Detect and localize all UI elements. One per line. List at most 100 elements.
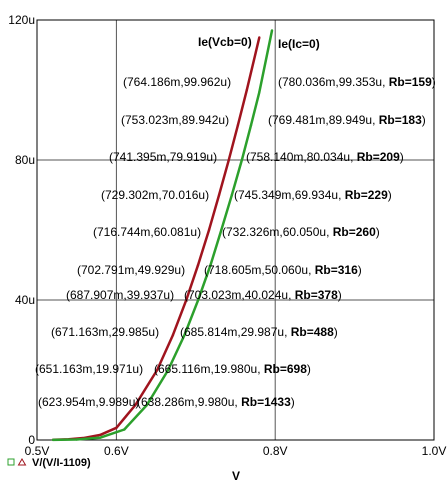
annotation-close: ) (307, 362, 311, 376)
data-point (115, 426, 118, 429)
annotations: (764.186m,99.962u) (753.023m,89.942u) (741… (35, 75, 436, 409)
annotation-left: (729.302m,70.016u) (101, 188, 209, 202)
data-point (99, 433, 102, 436)
series-group (51, 29, 274, 442)
annotation-rb: Rb=316 (315, 263, 358, 277)
annotation-left: (651.163m,19.971u) (35, 362, 143, 376)
legend: V/(V/I-1109) (7, 457, 91, 469)
data-point (51, 438, 55, 442)
x-tick-label: 0.5V (25, 444, 50, 458)
annotation-close: ) (422, 113, 426, 127)
y-tick-label: 40u (15, 293, 35, 307)
series-line-0 (52, 37, 261, 442)
data-point (196, 264, 200, 267)
series-label-ie-ic: Ie(Ic=0) (278, 37, 320, 51)
legend-text: V/(V/I-1109) (32, 457, 91, 469)
annotation-close: ) (388, 188, 392, 202)
annotation-right: (745.349m,69.934u, Rb=229) (234, 188, 392, 202)
annotation-close: ) (358, 263, 362, 277)
data-point (245, 88, 248, 92)
plot-frame (36, 19, 435, 441)
annotation-coords: (665.116m,19.980u, (154, 362, 264, 376)
annotation-right: (769.481m,89.949u, Rb=183) (268, 113, 426, 127)
data-point (227, 159, 230, 162)
annotation-left: (764.186m,99.962u) (123, 75, 231, 89)
annotation-left: (716.744m,60.081u) (93, 225, 201, 239)
annotation-right: (685.814m,29.987u, Rb=488) (180, 325, 338, 339)
data-point (155, 368, 159, 372)
annotation-left: (687.907m,39.937u) (66, 288, 174, 302)
annotation-rb: Rb=1433 (241, 395, 291, 409)
data-point (270, 29, 274, 32)
y-tick-label: 0 (28, 433, 35, 447)
annotation-coords: (780.036m,99.353u, (278, 75, 389, 89)
data-point (258, 91, 261, 94)
y-tick-label: 120u (8, 13, 35, 27)
tick-labels: 0.5V 0.6V 0.8V 1.0V 0 40u 80u 120u (8, 13, 446, 458)
x-axis-label: V (232, 469, 240, 483)
data-point (99, 436, 102, 439)
annotation-right: (665.116m,19.980u, Rb=698) (154, 362, 311, 376)
annotation-rb: Rb=488 (291, 325, 334, 339)
data-point (236, 124, 240, 127)
annotation-right: (703.023m,40.024u, Rb=378) (184, 288, 342, 302)
data-point (249, 124, 253, 127)
data-point (207, 228, 211, 231)
annotation-coords: (769.481m,89.949u, (268, 113, 379, 127)
x-tick-label: 0.6V (104, 444, 129, 458)
series-label-ie-vcb: Ie(Vcb=0) (198, 35, 252, 49)
annotation-coords: (638.286m,9.980u, (137, 395, 241, 409)
annotation-close: ) (376, 225, 380, 239)
legend-triangle-marker (17, 458, 27, 466)
data-point (217, 193, 221, 197)
data-point (183, 333, 186, 337)
annotation-close: ) (334, 325, 338, 339)
x-tick-label: 1.0V (422, 444, 447, 458)
annotation-rb: Rb=183 (379, 113, 422, 127)
annotation-close: ) (291, 395, 295, 409)
annotation-close: ) (338, 288, 342, 302)
data-point (75, 438, 78, 441)
annotation-coords: (732.326m,60.050u, (222, 225, 333, 239)
annotation-coords: (718.605m,50.060u, (204, 263, 315, 277)
data-point (230, 194, 233, 197)
annotation-close: ) (432, 75, 436, 89)
y-tick-label: 80u (15, 153, 35, 167)
data-point (145, 403, 148, 407)
annotation-coords: (758.140m,80.034u, (246, 150, 357, 164)
data-point (171, 333, 175, 337)
annotation-coords: (703.023m,40.024u, (184, 288, 295, 302)
annotation-right: (638.286m,9.980u, Rb=1433) (137, 395, 295, 409)
annotation-coords: (685.814m,29.987u, (180, 325, 291, 339)
annotation-right: (718.605m,50.060u, Rb=316) (204, 263, 362, 277)
annotation-left: (623.954m,9.989u) (38, 395, 139, 409)
data-point (220, 228, 223, 231)
annotation-rb: Rb=159 (389, 75, 432, 89)
data-point (197, 298, 200, 302)
data-point (123, 428, 126, 431)
legend-square-marker (7, 458, 15, 466)
annotation-right: (758.140m,80.034u, Rb=209) (246, 150, 404, 164)
data-point (166, 368, 170, 372)
data-point (240, 158, 244, 162)
grid (37, 20, 434, 440)
x-tick-label: 0.8V (263, 444, 288, 458)
annotation-rb: Rb=378 (295, 288, 338, 302)
data-point (258, 36, 261, 39)
annotation-coords: (745.349m,69.934u, (234, 188, 345, 202)
annotation-left: (702.791m,49.929u) (77, 263, 185, 277)
annotation-close: ) (400, 150, 404, 164)
annotation-rb: Rb=229 (345, 188, 388, 202)
annotation-left: (753.023m,89.942u) (121, 113, 229, 127)
data-point (185, 299, 188, 302)
annotation-right: (732.326m,60.050u, Rb=260) (222, 225, 380, 239)
data-point (209, 263, 212, 266)
annotation-right: (780.036m,99.353u, Rb=159) (278, 75, 436, 89)
annotation-left: (671.163m,29.985u) (51, 325, 159, 339)
annotation-rb: Rb=260 (333, 225, 376, 239)
annotation-left: (741.395m,79.919u) (109, 150, 217, 164)
annotation-rb: Rb=209 (357, 150, 400, 164)
annotation-rb: Rb=698 (264, 362, 307, 376)
data-point (134, 403, 137, 407)
